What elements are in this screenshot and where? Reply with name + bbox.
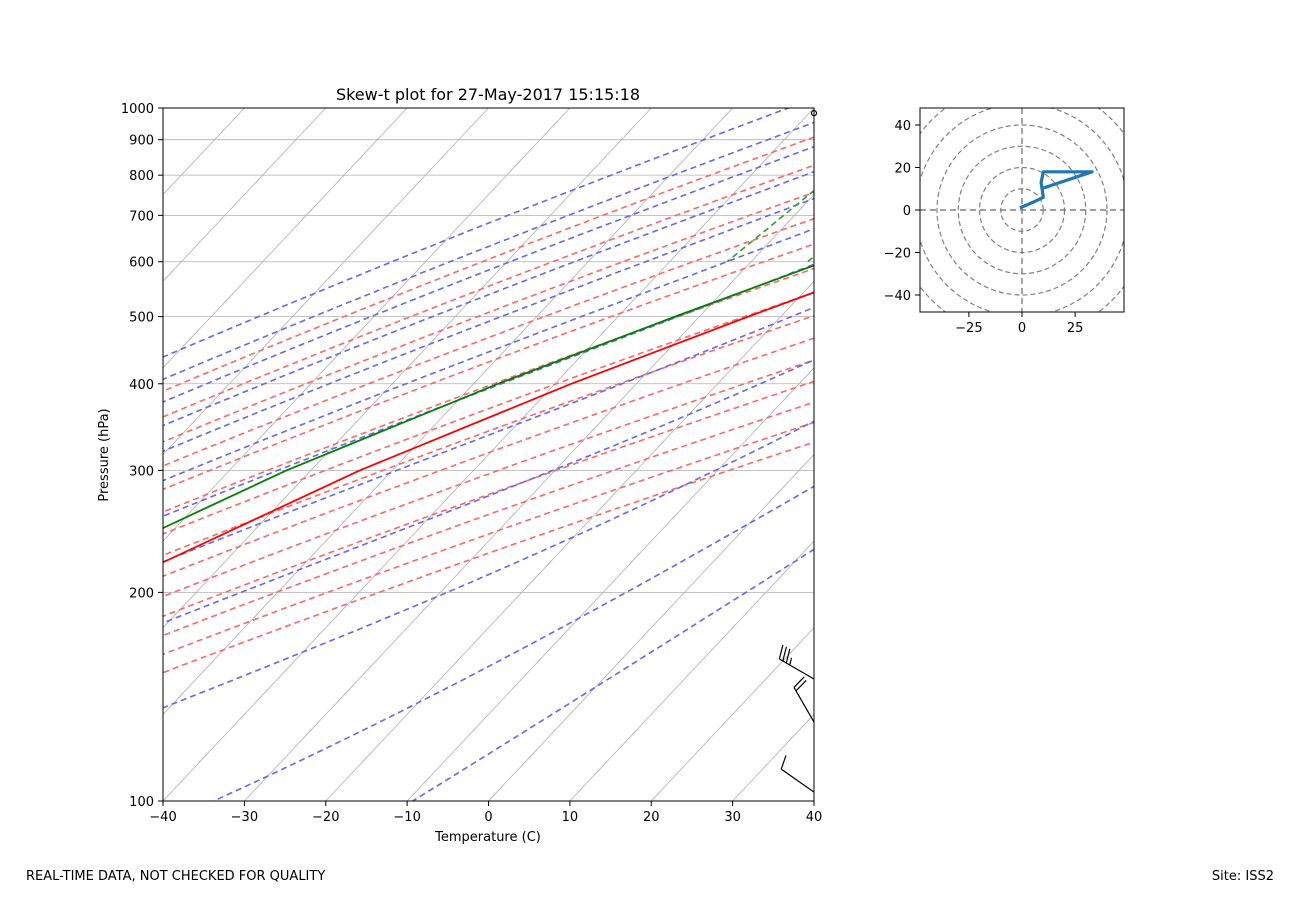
moist-adiabat-line [163, 170, 814, 427]
isotherm-line [163, 108, 245, 196]
moist-adiabat-line [163, 359, 814, 624]
dry-adiabat-line [163, 359, 814, 598]
y-tick-label: 400 [129, 378, 154, 393]
x-tick-label: 20 [643, 810, 660, 825]
dry-adiabat-line [163, 441, 814, 674]
isotherm-line [325, 280, 814, 801]
wind-barb-flag [778, 644, 784, 660]
mixing-ratio-line [944, 108, 1144, 262]
wind-barbs [778, 110, 818, 793]
mixing-ratio-line [873, 108, 1069, 262]
mixing-ratio-line [1152, 108, 1300, 262]
moist-adiabat-line [163, 306, 814, 563]
moist-adiabat-line [163, 263, 814, 518]
dry-adiabat-line [163, 164, 814, 418]
y-tick-label: 700 [129, 209, 154, 224]
mixing-ratio-line [726, 189, 814, 263]
moist-adiabat-line [213, 485, 814, 801]
isotherm-line [650, 627, 814, 801]
x-tick-label: −30 [231, 810, 258, 825]
wind-barb [793, 687, 815, 723]
isotherm-line [569, 540, 814, 801]
isotherm-line [163, 108, 571, 542]
x-tick-label: 30 [724, 810, 741, 825]
y-tick-label: 300 [129, 464, 154, 479]
y-tick-label: 800 [129, 169, 154, 184]
moist-adiabat-line [163, 197, 814, 453]
x-tick-label: −40 [149, 810, 176, 825]
isotherm-line [406, 367, 814, 801]
dry-adiabat-line [163, 191, 814, 443]
wind-barb-flag [782, 646, 787, 662]
moist-adiabat-line [163, 420, 814, 709]
dry-adiabat-line [163, 267, 814, 513]
wind-barb [780, 768, 815, 793]
isotherm-line [244, 194, 814, 801]
moist-adiabat-line [163, 227, 814, 482]
x-tick-label: −10 [393, 810, 420, 825]
x-tick-label: 40 [806, 810, 823, 825]
wind-barb-flag [780, 755, 787, 770]
isotherm-line [163, 108, 489, 456]
isotherm-line [813, 800, 814, 801]
mixing-ratio-line [1102, 108, 1300, 262]
dry-adiabat-line [163, 401, 814, 637]
x-tick-label: −20 [312, 810, 339, 825]
isotherm-line [732, 713, 814, 801]
isotherm-line [0, 108, 82, 801]
site-label: Site: ISS2 [1211, 869, 1274, 884]
mixing-ratio-line [1046, 108, 1253, 262]
y-tick-label: 900 [129, 134, 154, 149]
x-axis-label: Temperature (C) [434, 830, 541, 845]
moist-adiabat-line [412, 548, 814, 801]
moist-adiabat-line [163, 145, 814, 403]
dry-adiabat-line [163, 291, 814, 535]
moist-adiabat-line [163, 108, 791, 358]
wind-barb [779, 658, 815, 680]
x-axis-ticks: −40 −30 −20 −10 0 10 20 30 40 [149, 801, 822, 825]
temperature-profile-line [163, 291, 814, 564]
y-tick-label: 100 [129, 795, 154, 810]
y-tick-label: 600 [129, 256, 154, 271]
isotherm-line [488, 453, 814, 801]
moist-adiabats [163, 108, 814, 801]
isotherm-line [163, 108, 327, 282]
wind-barb-flag [785, 648, 791, 664]
mixing-ratio-line [807, 255, 814, 263]
chart-title: Skew-t plot for 27-May-2017 15:15:18 [336, 85, 640, 104]
mixing-ratio-line [1188, 108, 1300, 262]
y-axis-label: Pressure (hPa) [97, 408, 112, 501]
profile-lines [163, 264, 814, 564]
quality-disclaimer: REAL-TIME DATA, NOT CHECKED FOR QUALITY [26, 869, 326, 884]
y-tick-label: 1000 [121, 102, 154, 117]
mixing-ratio-lines [726, 108, 1300, 263]
dry-adiabats [163, 136, 814, 674]
dry-adiabat-line [163, 217, 814, 467]
wind-barb-flag [793, 676, 805, 688]
wind-barb-half-flag [789, 657, 793, 666]
y-tick-label: 200 [129, 586, 154, 601]
isotherm-line [163, 108, 408, 369]
isotherm-grid [0, 108, 814, 801]
isotherm-line [163, 108, 733, 715]
isotherm-line [163, 108, 814, 801]
y-axis-ticks: 100 200 300 400 500 600 700 800 900 1000 [121, 102, 163, 810]
wind-barb-flag [795, 679, 807, 692]
x-tick-label: 10 [562, 810, 579, 825]
mixing-ratio-line [1005, 108, 1209, 262]
y-tick-label: 500 [129, 311, 154, 326]
moist-adiabat-line [163, 121, 814, 381]
dry-adiabat-line [163, 337, 814, 578]
x-tick-label: 0 [484, 810, 492, 825]
dry-adiabat-line [163, 243, 814, 491]
